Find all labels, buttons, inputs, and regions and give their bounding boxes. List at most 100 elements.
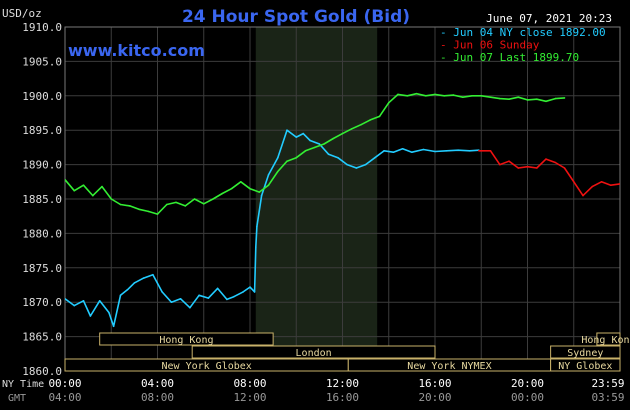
series-point-3 [508, 98, 510, 100]
x-tick-label-ny: 20:00 [511, 377, 544, 390]
series-point-1 [152, 273, 154, 276]
series-point-2 [545, 158, 547, 160]
market-session-label: New York NYMEX [407, 361, 491, 372]
series-point-1 [302, 132, 305, 135]
x-tick-label-gmt: 20:00 [418, 391, 451, 404]
series-point-1 [133, 282, 136, 284]
series-point-1 [242, 291, 244, 293]
series-point-3 [65, 178, 66, 181]
chart-title: 24 Hour Spot Gold (Bid) [182, 7, 410, 27]
y-tick-label: 1890.0 [22, 159, 62, 172]
y-tick-label: 1885.0 [22, 193, 62, 206]
series-point-3 [277, 170, 279, 173]
series-point-3 [332, 137, 335, 140]
series-point-1 [401, 148, 404, 150]
series-point-1 [89, 315, 92, 317]
y-tick-label: 1895.0 [22, 124, 62, 137]
series-point-3 [286, 160, 288, 162]
series-point-3 [203, 203, 205, 205]
series-point-1 [161, 291, 163, 293]
market-session-label: Hong Kong [581, 335, 630, 346]
series-point-3 [156, 213, 159, 215]
series-point-3 [73, 189, 76, 192]
series-point-1 [422, 148, 425, 151]
series-point-3 [221, 192, 224, 195]
series-point-3 [499, 97, 501, 100]
x-tick-label-gmt: 12:00 [233, 391, 266, 404]
series-point-3 [545, 100, 547, 103]
series-point-3 [92, 194, 94, 197]
series-point-3 [240, 181, 242, 183]
series-point-3 [397, 93, 399, 96]
market-session-label: Sydney [567, 348, 603, 359]
series-point-1 [309, 139, 311, 142]
series-point-1 [170, 301, 173, 304]
series-point-1 [267, 174, 270, 176]
series-point-1 [179, 298, 182, 300]
ny-time-row-label: NY Time [2, 379, 44, 390]
series-point-1 [355, 167, 358, 169]
series-point-1 [112, 325, 115, 328]
series-line-1 [65, 129, 479, 328]
series-point-3 [323, 143, 325, 145]
series-point-1 [189, 306, 191, 309]
series-point-3 [388, 101, 390, 104]
series-point-2 [610, 184, 612, 186]
legend: - Jun 04 NY close 1892.00- Jun 06 Sunday… [440, 26, 606, 64]
series-point-3 [101, 185, 103, 188]
series-point-1 [256, 225, 258, 228]
series-point-1 [434, 150, 436, 153]
market-session-label: London [296, 348, 332, 359]
series-point-1 [65, 298, 66, 300]
series-point-1 [108, 311, 110, 314]
series-point-1 [364, 163, 367, 166]
series-point-3 [406, 95, 409, 97]
unit-label: USD/oz [2, 7, 42, 20]
series-point-2 [517, 167, 520, 169]
series-point-1 [374, 156, 376, 159]
market-session-bar [99, 332, 274, 346]
series-point-3 [554, 97, 557, 100]
y-tick-label: 1865.0 [22, 331, 62, 344]
x-tick-label-ny: 00:00 [48, 377, 81, 390]
series-point-3 [425, 95, 427, 97]
series-point-3 [443, 95, 446, 97]
series-point-1 [98, 300, 101, 302]
series-point-3 [489, 96, 492, 98]
series-point-3 [517, 96, 520, 98]
market-session-bar [596, 332, 621, 346]
series-line-2 [478, 150, 620, 197]
series-point-1 [468, 150, 471, 152]
series-point-1 [216, 287, 219, 290]
watermark: www.kitco.com [68, 41, 205, 60]
y-tick-label: 1860.0 [22, 365, 62, 378]
y-tick-label: 1880.0 [22, 227, 62, 240]
market-session-bar [191, 345, 436, 359]
series-point-1 [318, 143, 321, 145]
series-point-2 [536, 167, 538, 169]
series-point-2 [499, 163, 501, 166]
series-point-3 [341, 132, 344, 135]
series-point-1 [142, 277, 145, 279]
x-tick-label-gmt: 03:59 [591, 391, 624, 404]
series-point-3 [258, 191, 261, 193]
series-point-2 [573, 181, 575, 183]
x-tick-label-ny: 12:00 [326, 377, 359, 390]
market-session-bar [550, 358, 621, 372]
series-point-3 [267, 184, 270, 186]
x-tick-label-gmt: 04:00 [48, 391, 81, 404]
x-tick-label-gmt: 08:00 [141, 391, 174, 404]
series-point-1 [277, 156, 279, 159]
series-point-3 [369, 119, 372, 121]
legend-entry: - Jun 06 Sunday [440, 39, 540, 52]
x-tick-label-ny: 08:00 [233, 377, 266, 390]
series-point-2 [478, 150, 480, 152]
series-point-3 [230, 187, 233, 190]
y-tick-label: 1870.0 [22, 296, 62, 309]
series-point-3 [314, 146, 316, 149]
series-point-3 [82, 184, 85, 186]
series-point-1 [249, 286, 251, 288]
series-point-1 [73, 304, 76, 307]
series-point-2 [600, 181, 603, 183]
series-point-3 [434, 93, 436, 96]
